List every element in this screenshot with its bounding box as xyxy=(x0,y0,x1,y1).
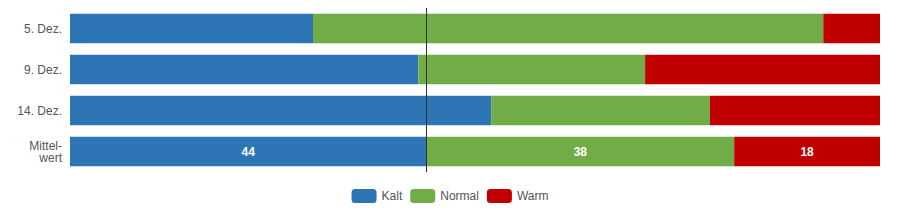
svg-text:wert: wert xyxy=(38,151,62,165)
svg-text:5. Dez.: 5. Dez. xyxy=(24,22,62,36)
svg-text:Warm: Warm xyxy=(517,189,549,203)
svg-text:44: 44 xyxy=(242,145,256,159)
svg-text:14. Dez.: 14. Dez. xyxy=(17,104,62,118)
svg-text:Normal: Normal xyxy=(440,189,479,203)
svg-text:Mittel-: Mittel- xyxy=(29,138,62,153)
svg-text:Kalt: Kalt xyxy=(382,189,403,203)
svg-text:9. Dez.: 9. Dez. xyxy=(24,63,62,77)
svg-text:38: 38 xyxy=(574,145,588,159)
svg-text:18: 18 xyxy=(800,145,814,159)
